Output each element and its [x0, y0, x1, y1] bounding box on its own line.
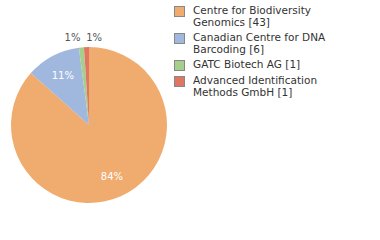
- svg-text:1%: 1%: [65, 32, 81, 43]
- html-text:Advanced Identification Method: Advanced Identification Methods GmbH [1]: [193, 74, 317, 98]
- svg-text:11%: 11%: [52, 70, 74, 81]
- svg-text:84%: 84%: [101, 171, 123, 182]
- html-text:GATC Biotech AG [1]: GATC Biotech AG [1]: [193, 58, 301, 70]
- svg-text:1%: 1%: [86, 32, 102, 43]
- html-text:Centre for Biodiversity Genomi: Centre for Biodiversity Genomics [43]: [193, 4, 312, 28]
- html-text:Canadian Centre for DNA Barcod: Canadian Centre for DNA Barcoding [6]: [193, 31, 326, 55]
